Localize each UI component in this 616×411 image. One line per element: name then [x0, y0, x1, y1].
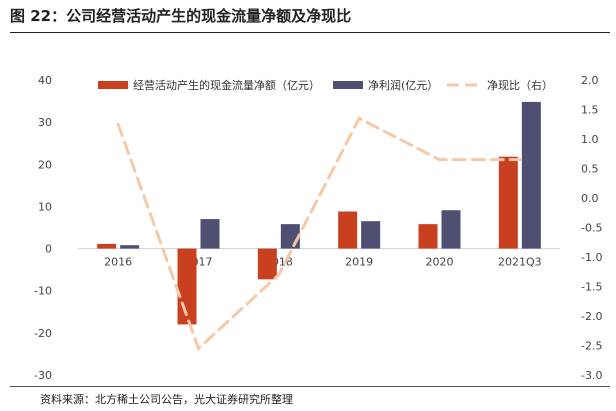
legend-label: 经营活动产生的现金流量净额（亿元） — [133, 78, 320, 92]
bar-cashflow — [257, 248, 277, 280]
figure-source: 资料来源：北方稀土公司公告，光大证券研究所整理 — [40, 393, 293, 406]
x-tick-label: 2016 — [104, 256, 132, 269]
right-tick-label: 1.5 — [581, 104, 599, 117]
title-rule — [10, 32, 610, 33]
right-tick-label: 0.5 — [581, 163, 599, 176]
right-tick-label: -2.0 — [581, 310, 602, 323]
right-axis: 2.0 1.5 1.0 0.5 0.0 -0.5 -1.0 -1.5 -2.0 -2.5 -3.0 — [581, 74, 602, 382]
right-tick-label: 1.0 — [581, 133, 599, 146]
right-tick-label: -3.0 — [581, 369, 602, 382]
legend-label: 净利润(亿元） — [368, 78, 438, 92]
bar-net-profit — [200, 219, 220, 249]
left-tick-label: 40 — [38, 74, 52, 87]
x-tick-label: 2019 — [345, 256, 373, 269]
left-tick-label: -20 — [34, 327, 52, 340]
right-tick-label: 0.0 — [581, 192, 599, 205]
legend-swatch-0 — [98, 81, 128, 89]
bar-cashflow — [418, 224, 438, 249]
left-tick-label: 20 — [38, 158, 52, 171]
x-tick-label: 2020 — [426, 256, 454, 269]
bar-cashflow — [498, 156, 518, 249]
bar-cashflow — [97, 243, 117, 249]
bar-net-profit — [120, 245, 140, 249]
left-axis: 40 30 20 10 0 -10 -20 -30 — [34, 74, 52, 382]
left-tick-label: 30 — [38, 116, 52, 129]
right-tick-label: -0.5 — [581, 222, 602, 235]
right-tick-label: -1.5 — [581, 281, 602, 294]
left-tick-label: 0 — [45, 243, 52, 256]
right-tick-label: -1.0 — [581, 251, 602, 264]
source-rule — [10, 386, 610, 387]
right-tick-label: 2.0 — [581, 74, 599, 87]
legend-swatch-1 — [333, 81, 363, 89]
x-axis: 2016 2017 2018 2019 2020 2021Q3 — [78, 248, 560, 269]
figure-title: 图 22：公司经营活动产生的现金流量净额及净现比 — [10, 7, 352, 25]
left-tick-label: -10 — [34, 285, 52, 298]
x-tick-label: 2021Q3 — [498, 256, 542, 269]
right-tick-label: -2.5 — [581, 340, 602, 353]
bar-net-profit — [361, 221, 381, 249]
ratio-line — [116, 116, 522, 352]
legend-label: 净现比（右） — [487, 78, 553, 92]
left-tick-label: -30 — [34, 369, 52, 382]
bar-cashflow — [338, 211, 358, 249]
bar-net-profit — [521, 101, 541, 249]
ratio-line-group — [116, 116, 522, 352]
bar-net-profit — [441, 210, 461, 249]
bars-group — [97, 101, 541, 325]
left-tick-label: 10 — [38, 200, 52, 213]
legend: 经营活动产生的现金流量净额（亿元） 净利润(亿元） 净现比（右） — [98, 78, 553, 92]
